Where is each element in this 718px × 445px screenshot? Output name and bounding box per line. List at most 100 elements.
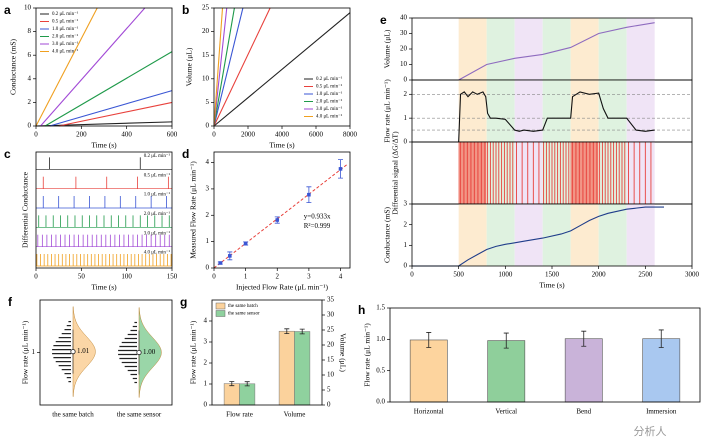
x-axis-label: Time (s)	[91, 141, 117, 150]
bar	[564, 338, 603, 403]
x-tick-label: 1	[244, 273, 248, 281]
phase-band	[486, 142, 515, 204]
y2-tick-label: 30	[327, 311, 335, 319]
x-tick-label: 500	[453, 271, 464, 279]
data-line	[458, 22, 655, 81]
data-line	[213, 12, 351, 127]
phase-band	[458, 142, 487, 204]
y-tick-label: 15	[202, 51, 210, 59]
series-label: 1.0 μL min⁻¹	[144, 192, 171, 198]
x-tick-label: 3000	[685, 271, 700, 279]
y-tick-label: 10	[400, 60, 408, 68]
y2-tick-label: 5	[327, 386, 331, 394]
y-tick-label: 20	[202, 27, 210, 35]
x-tick-label: 100	[121, 273, 132, 281]
y2-tick-label: 0	[327, 401, 331, 409]
phase-band	[486, 204, 515, 266]
y-tick-label: 0.5	[376, 366, 385, 374]
mean-marker	[70, 349, 76, 355]
phase-band	[458, 18, 487, 80]
y-tick-label: 0	[404, 138, 408, 146]
y-tick-label: 3	[404, 200, 408, 208]
y-axis-label: Differential signal (ΔG/ΔT)	[391, 131, 400, 215]
y-tick-label: 8	[28, 27, 32, 35]
y-tick-label: 4	[206, 158, 210, 166]
legend-swatch	[215, 302, 226, 310]
x-tick-label: 400	[121, 131, 132, 139]
x-tick-label: 0	[212, 131, 216, 139]
y-tick-label: 20	[400, 45, 408, 53]
phase-band	[458, 204, 487, 266]
legend-label: 1.0 μL min⁻¹	[316, 91, 343, 97]
y-tick-label: 4	[204, 317, 208, 325]
y-tick-label: 0	[204, 401, 208, 409]
y-axis-label: Measured Flow Rate (μL min⁻¹)	[189, 161, 198, 259]
y-axis-label: Volume (μL)	[383, 29, 392, 68]
panel-label: d	[182, 147, 189, 161]
phase-band	[486, 18, 515, 80]
data-point	[218, 261, 223, 265]
mean-marker	[136, 349, 142, 356]
panel-label: f	[8, 295, 13, 309]
data-line	[412, 206, 664, 267]
x-tick-label: 0	[34, 273, 38, 281]
series-label: 0.5 μL min⁻¹	[144, 172, 171, 178]
plot-frame	[389, 307, 701, 403]
y-tick-label: 6	[28, 51, 32, 59]
phase-band	[514, 80, 543, 142]
x-tick-label: 0	[212, 273, 216, 281]
y-tick-label: 40	[400, 14, 408, 22]
category-label: the same batch	[52, 411, 94, 419]
data-line	[40, 7, 146, 127]
y-tick-label: 30	[400, 29, 408, 37]
bar	[487, 340, 526, 403]
x-tick-label: 4	[339, 273, 343, 281]
y-axis-label: Volume (μL)	[185, 47, 194, 86]
x-tick-label: 1000	[498, 271, 513, 279]
y2-tick-label: 10	[327, 371, 335, 379]
y-tick-label: 3	[204, 338, 208, 346]
y2-tick-label: 15	[327, 356, 335, 364]
y-axis-label: Flow rate (μL min⁻¹)	[383, 79, 392, 143]
legend-label: 1.0 μL min⁻¹	[52, 26, 79, 32]
error-bar	[503, 332, 509, 349]
x-tick-label: 1500	[545, 271, 560, 279]
y-tick-label: 1	[404, 114, 408, 122]
y-tick-label: 0.0	[376, 398, 385, 406]
legend-label: 4.0 μL min⁻¹	[52, 49, 79, 55]
phase-band	[598, 142, 627, 204]
category-label: the same sensor	[117, 411, 162, 419]
phase-band	[458, 80, 487, 142]
panel-label: a	[4, 3, 11, 17]
fit-line	[213, 164, 348, 269]
watermark: 分析人	[634, 424, 667, 438]
y-tick-label: 10	[24, 4, 32, 12]
series-label: 0.2 μL min⁻¹	[144, 153, 171, 159]
category-label: Bend	[576, 408, 591, 416]
y-axis-label: Flow rate (μL min⁻¹)	[189, 320, 198, 384]
plot-frame	[213, 151, 351, 269]
phase-band	[598, 204, 627, 266]
legend-label: 0.2 μL min⁻¹	[52, 11, 79, 17]
y-tick-label: 1	[32, 348, 36, 356]
y-tick-label: 1	[206, 237, 210, 245]
category-label: Volume	[284, 411, 306, 419]
phase-band	[542, 80, 571, 142]
bar	[239, 383, 256, 406]
value-label: 1.01	[77, 347, 90, 355]
x-tick-label: 2	[276, 273, 280, 281]
x-axis-label: Injected Flow Rate (μL min⁻¹)	[236, 283, 329, 292]
bar	[294, 331, 311, 406]
data-point	[243, 241, 248, 246]
phase-band	[570, 80, 599, 142]
data-line	[35, 7, 98, 127]
x-tick-label: 50	[78, 273, 86, 281]
half-violin	[72, 306, 96, 397]
y2-tick-label: 35	[327, 296, 335, 304]
y-tick-label: 1.0	[376, 335, 385, 343]
data-point	[228, 254, 232, 258]
bar	[409, 339, 448, 403]
half-violin	[138, 307, 162, 398]
